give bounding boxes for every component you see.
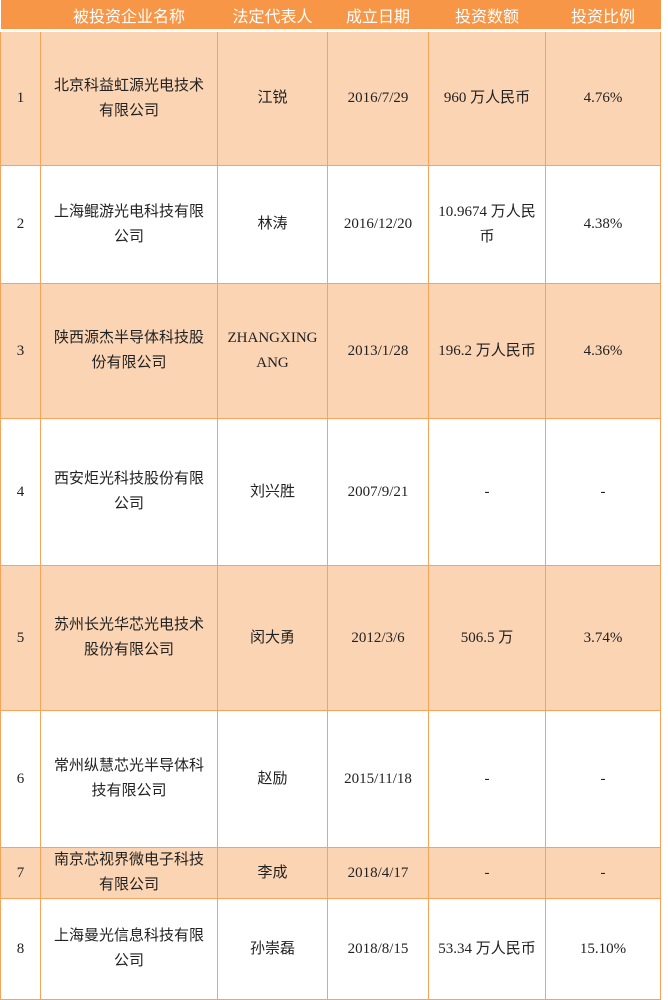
founded-date: 2018/8/15 bbox=[327, 898, 429, 1000]
founded-date: 2015/11/18 bbox=[327, 710, 429, 848]
founded-date: 2016/12/20 bbox=[327, 165, 429, 284]
company-name: 西安炬光科技股份有限公司 bbox=[40, 418, 218, 566]
header-amount: 投资数额 bbox=[428, 0, 546, 32]
row-index: 3 bbox=[0, 283, 41, 419]
legal-representative: 刘兴胜 bbox=[217, 418, 328, 566]
investment-ratio: 3.74% bbox=[545, 565, 661, 711]
row-index: 5 bbox=[0, 565, 41, 711]
table-row: 5 苏州长光华芯光电技术股份有限公司 闵大勇 2012/3/6 506.5 万 3.74% bbox=[0, 565, 661, 711]
header-founded: 成立日期 bbox=[327, 0, 429, 32]
company-name: 上海曼光信息科技有限公司 bbox=[40, 898, 218, 1000]
row-index: 7 bbox=[0, 847, 41, 899]
investment-amount: 196.2 万人民币 bbox=[428, 283, 546, 419]
table-row: 8 上海曼光信息科技有限公司 孙崇磊 2018/8/15 53.34 万人民币 15.10… bbox=[0, 898, 661, 1000]
legal-representative: ZHANGXINGANG bbox=[217, 283, 328, 419]
investment-ratio: - bbox=[545, 710, 661, 848]
investment-amount: 506.5 万 bbox=[428, 565, 546, 711]
header-index bbox=[0, 0, 41, 32]
investment-ratio: - bbox=[545, 847, 661, 899]
header-row: 被投资企业名称 法定代表人 成立日期 投资数额 投资比例 bbox=[0, 0, 661, 32]
legal-representative: 李成 bbox=[217, 847, 328, 899]
row-index: 1 bbox=[0, 30, 41, 166]
founded-date: 2018/4/17 bbox=[327, 847, 429, 899]
table-row: 3 陕西源杰半导体科技股份有限公司 ZHANGXINGANG 2013/1/28 196… bbox=[0, 283, 661, 419]
header-company: 被投资企业名称 bbox=[40, 0, 218, 32]
investment-ratio: 15.10% bbox=[545, 898, 661, 1000]
founded-date: 2016/7/29 bbox=[327, 30, 429, 166]
row-index: 6 bbox=[0, 710, 41, 848]
company-name: 南京芯视界微电子科技有限公司 bbox=[40, 847, 218, 899]
row-index: 4 bbox=[0, 418, 41, 566]
row-index: 2 bbox=[0, 165, 41, 284]
company-name: 常州纵慧芯光半导体科技有限公司 bbox=[40, 710, 218, 848]
legal-representative: 孙崇磊 bbox=[217, 898, 328, 1000]
founded-date: 2007/9/21 bbox=[327, 418, 429, 566]
investment-amount: - bbox=[428, 418, 546, 566]
legal-representative: 江锐 bbox=[217, 30, 328, 166]
table-row: 4 西安炬光科技股份有限公司 刘兴胜 2007/9/21- - bbox=[0, 418, 661, 566]
table-row: 7 南京芯视界微电子科技有限公司 李成 2018/4/17- - bbox=[0, 847, 661, 899]
investment-ratio: 4.76% bbox=[545, 30, 661, 166]
table-row: 2 上海鲲游光电科技有限公司 林涛 2016/12/20 10.9674 万人民币 4.3… bbox=[0, 165, 661, 284]
investment-ratio: 4.36% bbox=[545, 283, 661, 419]
founded-date: 2012/3/6 bbox=[327, 565, 429, 711]
company-name: 陕西源杰半导体科技股份有限公司 bbox=[40, 283, 218, 419]
company-name: 上海鲲游光电科技有限公司 bbox=[40, 165, 218, 284]
table-row: 1 北京科益虹源光电技术有限公司 江锐 2016/7/29 960 万人民币 4.76% bbox=[0, 30, 661, 166]
company-name: 苏州长光华芯光电技术股份有限公司 bbox=[40, 565, 218, 711]
legal-representative: 林涛 bbox=[217, 165, 328, 284]
legal-representative: 赵励 bbox=[217, 710, 328, 848]
row-index: 8 bbox=[0, 898, 41, 1000]
investment-amount: 10.9674 万人民币 bbox=[428, 165, 546, 284]
legal-representative: 闵大勇 bbox=[217, 565, 328, 711]
header-ratio: 投资比例 bbox=[545, 0, 661, 32]
investment-amount: 53.34 万人民币 bbox=[428, 898, 546, 1000]
investment-amount: 960 万人民币 bbox=[428, 30, 546, 166]
investment-ratio: 4.38% bbox=[545, 165, 661, 284]
investment-amount: - bbox=[428, 710, 546, 848]
company-name: 北京科益虹源光电技术有限公司 bbox=[40, 30, 218, 166]
founded-date: 2013/1/28 bbox=[327, 283, 429, 419]
table-row: 6 常州纵慧芯光半导体科技有限公司 赵励 2015/11/18- - bbox=[0, 710, 661, 848]
investment-ratio: - bbox=[545, 418, 661, 566]
investment-amount: - bbox=[428, 847, 546, 899]
header-legal-rep: 法定代表人 bbox=[217, 0, 328, 32]
